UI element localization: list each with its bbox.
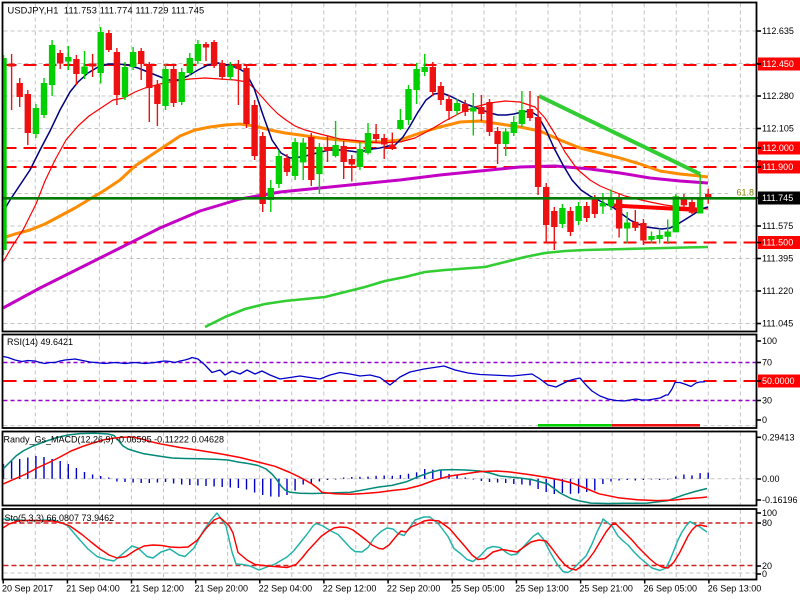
- svg-text:111.220: 111.220: [762, 286, 793, 296]
- svg-text:50.0000: 50.0000: [762, 376, 795, 386]
- svg-text:26 Sep 05:00: 26 Sep 05:00: [644, 584, 698, 594]
- svg-text:111.395: 111.395: [762, 254, 793, 264]
- svg-text:111.745: 111.745: [762, 193, 793, 203]
- svg-text:111.575: 111.575: [762, 221, 793, 231]
- svg-text:21 Sep 12:00: 21 Sep 12:00: [130, 584, 184, 594]
- svg-text:-0.16196: -0.16196: [762, 495, 798, 505]
- svg-text:22 Sep 04:00: 22 Sep 04:00: [259, 584, 313, 594]
- svg-text:25 Sep 05:00: 25 Sep 05:00: [451, 584, 505, 594]
- svg-text:111.500: 111.500: [762, 238, 793, 248]
- svg-text:Sto(5,3,3) 66.0807 73.9462: Sto(5,3,3) 66.0807 73.9462: [5, 513, 115, 523]
- svg-text:112.635: 112.635: [762, 26, 794, 36]
- svg-text:0.29413: 0.29413: [762, 433, 795, 443]
- svg-text:111.900: 111.900: [762, 162, 793, 172]
- svg-text:USDJPY,H1 111.753 111.774 111: USDJPY,H1 111.753 111.774 111.729 111.74…: [8, 6, 205, 16]
- svg-text:112.105: 112.105: [762, 124, 794, 134]
- svg-text:30: 30: [762, 396, 772, 406]
- svg-text:22 Sep 20:00: 22 Sep 20:00: [387, 584, 441, 594]
- svg-text:RSI(14) 49.6421: RSI(14) 49.6421: [7, 337, 73, 347]
- svg-text:112.000: 112.000: [762, 143, 794, 153]
- svg-text:112.450: 112.450: [762, 59, 794, 69]
- svg-text:Randy_Gs_MACD(12,26,9) -0.0659: Randy_Gs_MACD(12,26,9) -0.06595 -0.11222…: [4, 435, 224, 445]
- svg-text:21 Sep 04:00: 21 Sep 04:00: [66, 584, 120, 594]
- svg-text:22 Sep 12:00: 22 Sep 12:00: [323, 584, 377, 594]
- svg-text:0.00: 0.00: [762, 474, 780, 484]
- svg-text:20: 20: [762, 561, 772, 571]
- svg-text:70: 70: [762, 358, 772, 368]
- svg-text:25 Sep 21:00: 25 Sep 21:00: [579, 584, 633, 594]
- svg-text:112.280: 112.280: [762, 91, 794, 101]
- svg-text:26 Sep 13:00: 26 Sep 13:00: [708, 584, 762, 594]
- svg-text:100: 100: [762, 336, 777, 346]
- svg-text:80: 80: [762, 518, 772, 528]
- svg-text:21 Sep 20:00: 21 Sep 20:00: [195, 584, 249, 594]
- svg-text:100: 100: [762, 508, 777, 518]
- svg-text:25 Sep 13:00: 25 Sep 13:00: [515, 584, 569, 594]
- svg-text:0: 0: [762, 415, 767, 425]
- svg-text:61.8: 61.8: [736, 188, 754, 198]
- svg-text:20 Sep 2017: 20 Sep 2017: [2, 584, 53, 594]
- svg-text:111.045: 111.045: [762, 319, 793, 329]
- svg-text:0: 0: [762, 569, 767, 579]
